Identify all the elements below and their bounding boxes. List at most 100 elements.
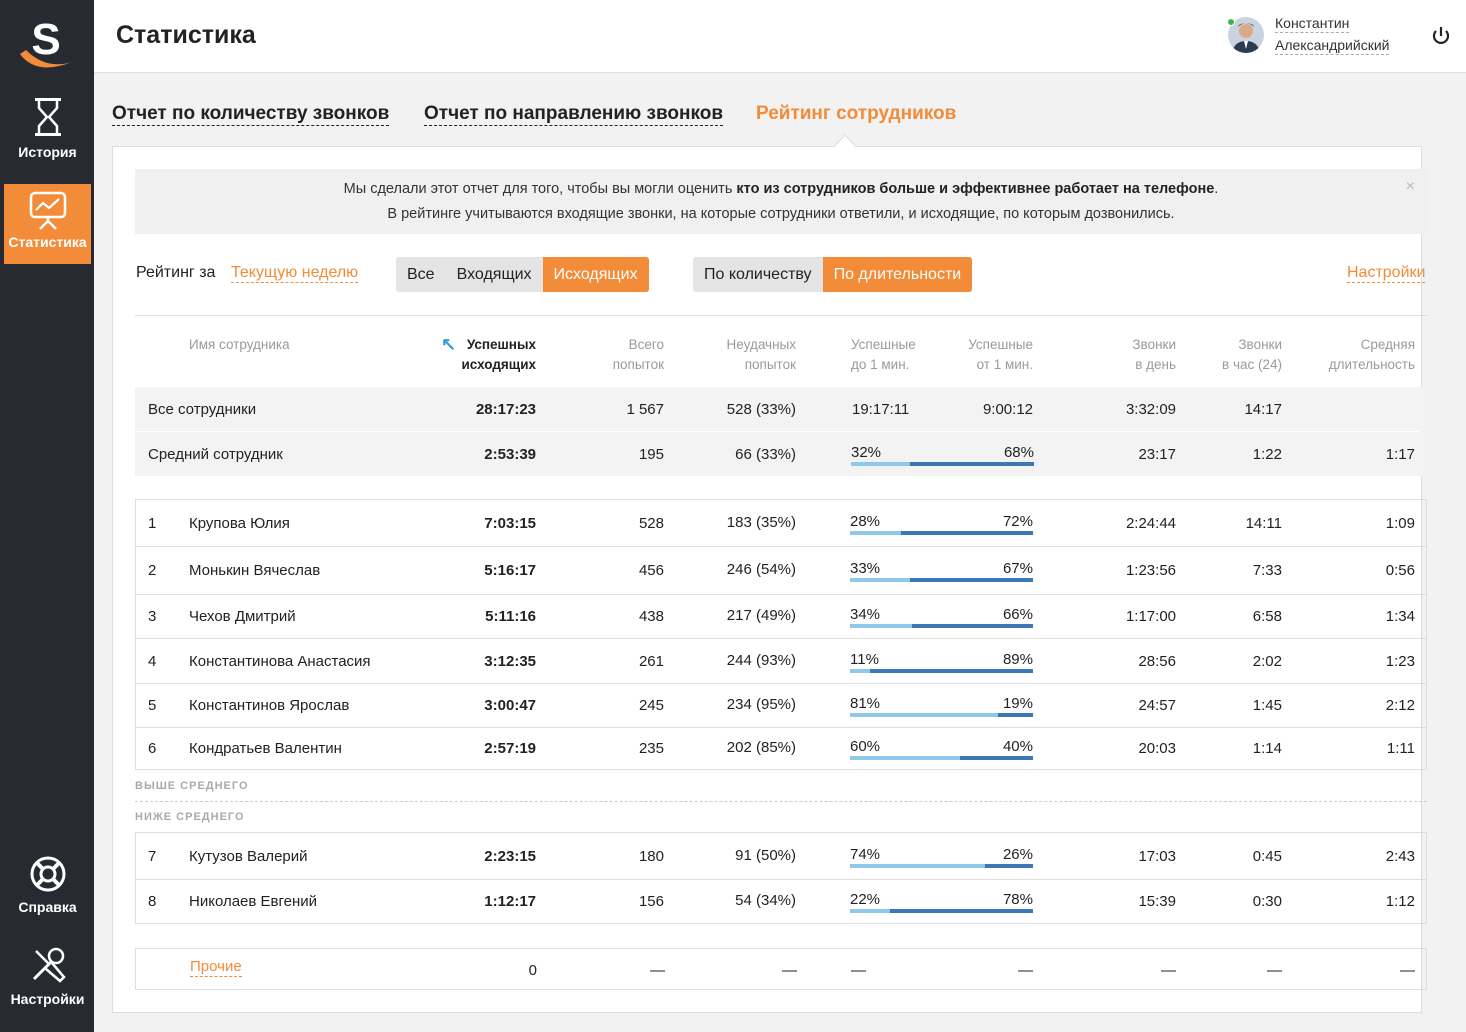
power-icon[interactable] [1430,25,1452,47]
tab-employee-rating[interactable]: Рейтинг сотрудников [756,103,957,124]
row-success: 5:11:16 [485,608,536,625]
user-last-name[interactable]: Александрийский [1275,37,1390,55]
duration-split-bar: 28% 72% [850,513,1033,535]
others-per-day: — [1161,962,1176,979]
row-per-hour: 1:14 [1252,740,1282,757]
row-name: Константинова Анастасия [189,653,371,670]
nav-settings[interactable]: Настройки [4,945,91,1007]
direction-all[interactable]: Все [407,266,435,283]
row-failed: 528 (33%) [726,401,796,418]
table-row[interactable]: 2 Монькин Вячеслав 5:16:17 456 246 (54%) 33% 6… [135,547,1427,595]
row-avg: 1:09 [1385,515,1415,532]
row-success: 1:12:17 [484,893,536,910]
nav-settings-label: Настройки [10,991,85,1007]
duration-split-bar: 81% 19% [850,695,1033,717]
row-name: Чехов Дмитрий [189,608,296,625]
hourglass-icon [34,98,61,136]
mode-count[interactable]: По количеству [704,266,812,283]
row-name: Монькин Вячеслав [189,562,321,579]
row-total: 245 [638,697,664,714]
table-row[interactable]: 5 Константинов Ярослав 3:00:47 245 234 (95%)… [135,684,1427,728]
row-per-hour: 14:11 [1245,515,1282,532]
row-per-hour: 14:17 [1244,401,1282,418]
bar-long-label: 72% [1002,513,1033,530]
tab-calls-direction[interactable]: Отчет по направлению звонков [424,103,724,126]
row-total: 438 [638,608,664,625]
logo-letter: S [31,15,60,64]
row-avg: 1:17 [1385,446,1415,463]
row-rank: 5 [148,697,157,714]
section-below-average: НИЖЕ СРЕДНЕГО [135,811,245,823]
sidebar: S История Статистика Справка Нас [0,0,94,1032]
row-failed: 244 (93%) [726,652,796,669]
row-name: Средний сотрудник [148,446,283,463]
col-long[interactable]: Успешные от 1 мин. [968,337,1033,372]
avatar[interactable] [1228,17,1264,53]
bar-short-fill [850,864,985,868]
row-name: Николаев Евгений [189,893,318,910]
table-row[interactable]: 7 Кутузов Валерий 2:23:15 180 91 (50%) 74% 26%… [135,832,1427,880]
bar-short-fill [850,713,998,717]
row-avg: 1:34 [1385,608,1415,625]
col-success[interactable]: Успешных исходящих [461,337,536,372]
app-logo[interactable]: S [16,10,76,72]
bar-long-fill [985,864,1033,868]
col-total[interactable]: Всего попыток [612,337,664,372]
table-row[interactable]: 8 Николаев Евгений 1:12:17 156 54 (34%) 22% 78… [135,880,1427,924]
nav-history[interactable]: История [4,96,91,160]
row-per-hour: 1:22 [1252,446,1282,463]
row-rank: 1 [148,515,157,532]
others-link[interactable]: Прочие [190,958,242,977]
duration-split-bar: 11% 89% [850,651,1033,673]
bar-short-label: 32% [851,444,882,461]
row-rank: 6 [148,740,157,757]
row-failed: 91 (50%) [735,847,796,864]
col-avg-duration[interactable]: Средняя длительность [1328,337,1415,372]
col-short[interactable]: Успешные до 1 мин. [851,337,916,372]
direction-outgoing[interactable]: Исходящих [542,257,649,292]
info-line-1: Мы сделали этот отчет для того, чтобы вы… [343,181,1219,197]
col-failed[interactable]: Неудачных попыток [726,337,796,372]
period-selector[interactable]: Текущую неделю [231,264,359,283]
row-total: 1 567 [626,401,664,418]
sort-arrow-icon[interactable]: ↖ [441,334,457,354]
row-rank: 2 [148,562,157,579]
mode-duration[interactable]: По длительности [822,257,973,292]
nav-help[interactable]: Справка [4,855,91,915]
others-total: — [650,962,665,979]
row-name: Константинов Ярослав [189,697,350,714]
row-per-hour: 6:58 [1252,608,1282,625]
info-line-2: В рейтинге учитываются входящие звонки, … [387,206,1175,222]
bar-long-label: 26% [1002,846,1033,863]
table-row[interactable]: 3 Чехов Дмитрий 5:11:16 438 217 (49%) 34% 66% 1… [135,595,1427,639]
table-row[interactable]: 1 Крупова Юлия 7:03:15 528 183 (35%) 28% 72% 2:… [135,499,1427,547]
duration-split-bar: 32% 68% [851,444,1034,466]
row-avg: 1:12 [1385,893,1415,910]
nav-statistics[interactable]: Статистика [4,184,91,264]
user-first-name[interactable]: Константин [1275,15,1350,33]
row-per-day: 23:17 [1138,446,1176,463]
table-row[interactable]: 6 Кондратьев Валентин 2:57:19 235 202 (85%) 6… [135,728,1427,770]
col-per-hour[interactable]: Звонки в час (24) [1222,337,1282,372]
bar-long-fill [910,462,1034,466]
row-per-hour: 1:45 [1252,697,1282,714]
row-avg: 1:11 [1386,740,1415,757]
direction-incoming[interactable]: Входящих [456,266,532,283]
others-success: 0 [528,962,537,979]
bar-short-fill [850,756,960,760]
row-name: Крупова Юлия [189,515,290,532]
others-per-hour: — [1267,962,1282,979]
table-row[interactable]: 4 Константинова Анастасия 3:12:35 261 244 (9… [135,639,1427,684]
col-per-day[interactable]: Звонки в день [1132,337,1176,372]
bar-long-fill [998,713,1033,717]
row-total: 180 [638,848,664,865]
close-icon[interactable]: × [1405,178,1415,195]
tab-calls-count[interactable]: Отчет по количеству звонков [112,103,390,126]
row-success: 3:12:35 [484,653,536,670]
rating-period-label: Рейтинг за [136,264,216,281]
settings-link[interactable]: Настройки [1347,264,1426,283]
duration-split-bar: 34% 66% [850,606,1033,628]
tools-icon [32,947,66,983]
row-total: 456 [638,562,664,579]
row-failed: 246 (54%) [726,561,796,578]
